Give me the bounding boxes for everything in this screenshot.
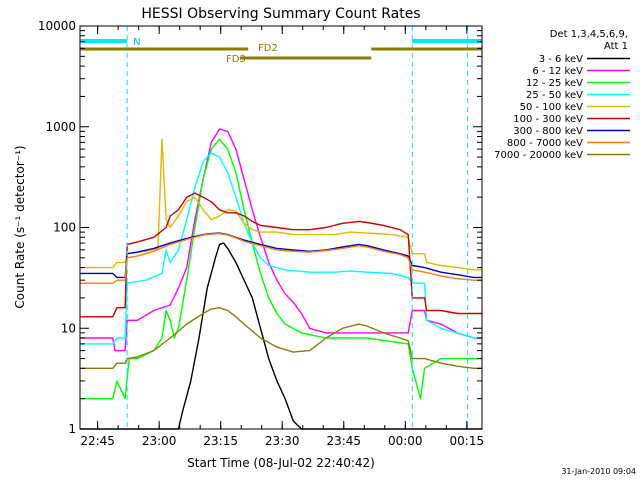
- annotation-group: N FD2 FD3: [79, 26, 482, 429]
- y-tick-label-0: 1: [68, 422, 76, 436]
- night-marker-label: N: [133, 37, 140, 48]
- legend-label-8: 7000 - 20000 keV: [494, 150, 583, 161]
- y-tick-label-1: 10: [61, 321, 76, 335]
- y-axis-label: Count Rate (s⁻¹ detector⁻¹): [13, 145, 27, 308]
- x-tick-label-1: 23:00: [142, 434, 177, 448]
- x-tick-label-4: 23:45: [326, 434, 361, 448]
- date-stamp: 31-Jan-2010 09:04: [561, 467, 636, 476]
- legend-label-1: 6 - 12 keV: [532, 66, 583, 77]
- legend-label-6: 300 - 800 keV: [513, 126, 583, 137]
- x-tick-label-5: 00:00: [388, 434, 423, 448]
- series-line-7: [80, 232, 482, 284]
- series-group: [80, 128, 482, 430]
- y-tick-label-4: 10000: [38, 19, 76, 33]
- x-axis: 22:45 23:00 23:15 23:30 23:45 00:00 00:15: [80, 26, 484, 448]
- legend-header-1: Att 1: [604, 41, 628, 52]
- series-line-8: [80, 307, 482, 369]
- fd3-label: FD3: [226, 54, 246, 65]
- legend-header-0: Det 1,3,4,5,6,9,: [550, 29, 628, 40]
- legend-label-3: 25 - 50 keV: [526, 90, 583, 101]
- x-axis-label: Start Time (08-Jul-02 22:40:42): [187, 456, 375, 470]
- x-tick-label-3: 23:30: [265, 434, 300, 448]
- legend-label-2: 12 - 25 keV: [526, 78, 583, 89]
- legend-label-0: 3 - 6 keV: [539, 54, 583, 65]
- series-line-1: [80, 128, 482, 352]
- series-line-4: [80, 138, 482, 271]
- series-line-6: [80, 232, 482, 279]
- y-tick-label-2: 100: [53, 221, 76, 235]
- x-tick-label-2: 23:15: [203, 434, 238, 448]
- legend-label-7: 800 - 7000 keV: [507, 138, 583, 149]
- legend-label-5: 100 - 300 keV: [513, 114, 583, 125]
- series-line-0: [80, 242, 482, 430]
- y-tick-label-3: 1000: [45, 120, 76, 134]
- chart-title: HESSI Observing Summary Count Rates: [141, 6, 420, 22]
- legend-label-4: 50 - 100 keV: [520, 102, 584, 113]
- y-axis: 1 10 100 1000 10000: [38, 19, 482, 436]
- fd2-label: FD2: [258, 43, 278, 54]
- x-tick-label-6: 00:15: [450, 434, 485, 448]
- x-tick-label-0: 22:45: [80, 434, 115, 448]
